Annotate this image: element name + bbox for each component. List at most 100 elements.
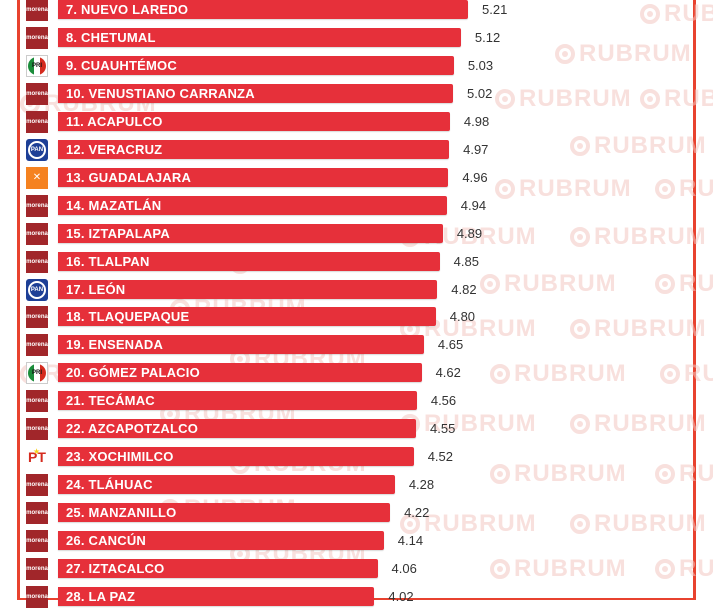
value-label: 4.97: [463, 141, 489, 157]
value-label: 5.02: [467, 85, 493, 101]
bar-row: morena 14. MAZATLÁN 4.94: [0, 194, 713, 217]
value-label: 4.96: [462, 169, 488, 185]
category-label: 8. CHETUMAL: [66, 29, 156, 45]
category-label: 7. NUEVO LAREDO: [66, 2, 189, 17]
category-label: 17. LEÓN: [66, 281, 126, 297]
category-label: 27. IZTACALCO: [66, 561, 165, 576]
bar-row: morena 21. TECÁMAC 4.56: [0, 390, 713, 413]
bar: [58, 251, 440, 271]
bar-row: PAN 17. LEÓN 4.82: [0, 278, 713, 301]
category-label: 23. XOCHIMILCO: [66, 449, 174, 465]
frame-right-border: [693, 0, 696, 600]
category-label: 21. TECÁMAC: [66, 393, 155, 409]
bar: [58, 83, 454, 103]
bar: [58, 363, 422, 383]
morena-party-logo-icon: morena: [26, 390, 48, 413]
value-label: 4.56: [430, 393, 457, 409]
bar-row: PRI 20. GÓMEZ PALACIO 4.62: [0, 362, 713, 385]
bar-row: PRI 9. CUAUHTÉMOC 5.03: [0, 54, 713, 77]
category-label: 11. ACAPULCO: [66, 113, 163, 129]
value-label: 5.12: [474, 29, 501, 45]
bar: [58, 447, 414, 467]
bar: [58, 139, 450, 159]
category-label: 10. VENUSTIANO CARRANZA: [66, 85, 255, 101]
bar-row: PAN 12. VERACRUZ 4.97: [0, 138, 713, 161]
bar: [58, 307, 436, 327]
bar-row: morena 8. CHETUMAL 5.12: [0, 26, 713, 49]
mc-party-logo-icon: ✕: [26, 166, 48, 189]
value-label: 4.89: [456, 225, 483, 241]
bar: [58, 335, 424, 355]
category-label: 9. CUAUHTÉMOC: [66, 57, 177, 73]
bar: [58, 531, 384, 551]
morena-party-logo-icon: morena: [26, 250, 48, 273]
category-label: 13. GUADALAJARA: [66, 169, 192, 185]
bar-row: morena 22. AZCAPOTZALCO 4.55: [0, 418, 713, 441]
bar: [58, 167, 449, 187]
morena-party-logo-icon: morena: [26, 0, 48, 21]
bar: [58, 475, 395, 495]
bar: [58, 27, 461, 47]
morena-party-logo-icon: morena: [26, 82, 48, 105]
category-label: 25. MANZANILLO: [66, 505, 177, 521]
bar-row: ★ PT 23. XOCHIMILCO 4.52: [0, 446, 713, 469]
bar-row: morena 26. CANCÚN 4.14: [0, 530, 713, 553]
value-label: 4.22: [404, 505, 430, 521]
bar: [58, 503, 391, 523]
category-label: 19. ENSENADA: [66, 337, 164, 353]
frame-left-border: [17, 0, 20, 600]
morena-party-logo-icon: morena: [26, 222, 48, 245]
category-label: 24. TLÁHUAC: [66, 477, 153, 493]
category-label: 15. IZTAPALAPA: [66, 225, 170, 241]
morena-party-logo-icon: morena: [26, 418, 48, 441]
category-label: 26. CANCÚN: [66, 533, 147, 549]
bar-row: morena 28. LA PAZ 4.02: [0, 585, 713, 608]
value-label: 4.02: [388, 588, 414, 604]
bar-row: ✕ 13. GUADALAJARA 4.96: [0, 166, 713, 189]
pri-party-logo-icon: PRI: [26, 54, 48, 77]
bar-row: morena 7. NUEVO LAREDO 5.21: [0, 0, 713, 21]
bar: [58, 55, 454, 75]
morena-party-logo-icon: morena: [26, 110, 48, 133]
bar: [58, 0, 468, 19]
category-label: 16. TLALPAN: [66, 253, 150, 269]
bar: [58, 419, 417, 439]
bar-row: morena 18. TLAQUEPAQUE 4.80: [0, 306, 713, 329]
value-label: 4.14: [397, 533, 424, 549]
morena-party-logo-icon: morena: [26, 502, 48, 525]
morena-party-logo-icon: morena: [26, 26, 48, 49]
bar: [58, 279, 438, 299]
bar: [58, 223, 443, 243]
morena-party-logo-icon: morena: [26, 558, 48, 580]
bar: [58, 559, 378, 578]
bar-row: morena 24. TLÁHUAC 4.28: [0, 474, 713, 497]
value-label: 4.28: [408, 477, 435, 493]
value-label: 4.98: [463, 113, 490, 129]
bar-row: morena 16. TLALPAN 4.85: [0, 250, 713, 273]
value-label: 4.65: [437, 337, 464, 353]
category-label: 28. LA PAZ: [66, 588, 136, 604]
bar-row: morena 27. IZTACALCO 4.06: [0, 558, 713, 580]
pan-party-logo-icon: PAN: [26, 138, 48, 161]
bar: [58, 111, 450, 131]
value-label: 4.52: [427, 449, 453, 465]
morena-party-logo-icon: morena: [26, 585, 48, 608]
category-label: 14. MAZATLÁN: [66, 197, 162, 213]
morena-party-logo-icon: morena: [26, 334, 48, 357]
bar: [58, 391, 417, 411]
morena-party-logo-icon: morena: [26, 474, 48, 497]
value-label: 4.55: [430, 421, 456, 437]
category-label: 18. TLAQUEPAQUE: [66, 309, 190, 325]
morena-party-logo-icon: morena: [26, 194, 48, 217]
bar-row: morena 19. ENSENADA 4.65: [0, 334, 713, 357]
pan-party-logo-icon: PAN: [26, 278, 48, 301]
bar-row: morena 10. VENUSTIANO CARRANZA 5.02: [0, 82, 713, 105]
category-label: 20. GÓMEZ PALACIO: [66, 365, 200, 381]
value-label: 5.03: [467, 57, 494, 73]
value-label: 4.94: [460, 197, 487, 213]
value-label: 4.62: [435, 365, 461, 381]
morena-party-logo-icon: morena: [26, 530, 48, 553]
bar-row: morena 25. MANZANILLO 4.22: [0, 502, 713, 525]
value-label: 4.85: [453, 253, 479, 269]
